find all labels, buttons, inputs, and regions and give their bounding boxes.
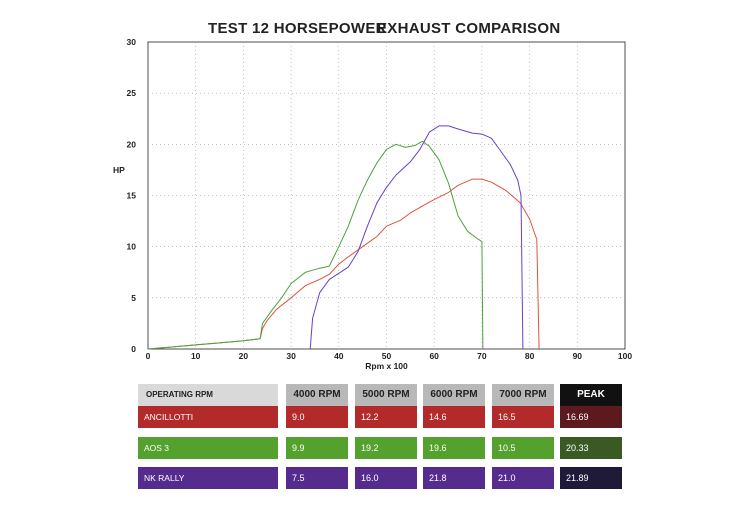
x-tick-label: 10 (191, 351, 201, 361)
row-value-cell: 10.5 (492, 437, 554, 459)
x-tick-label: 0 (146, 351, 151, 361)
row-value-cell: 16.0 (355, 467, 417, 489)
chart-title-right: EXHAUST COMPARISON (377, 20, 561, 37)
series-line-nk-rally (309, 125, 524, 350)
header-rpm-col: 6000 RPM (423, 384, 485, 406)
y-tick-label: 30 (127, 37, 137, 47)
x-tick-label: 90 (573, 351, 583, 361)
row-label: ANCILLOTTI (138, 406, 278, 428)
row-value-cell: 7.5 (286, 467, 348, 489)
x-tick-label: 60 (429, 351, 439, 361)
row-value-cell: 21.8 (423, 467, 485, 489)
row-value-cell: 12.2 (355, 406, 417, 428)
series-line-ancillotti (147, 178, 540, 350)
row-value-cell: 21.0 (492, 467, 554, 489)
row-label: NK RALLY (138, 467, 278, 489)
row-peak-cell: 16.69 (560, 406, 622, 428)
row-value-cell: 19.2 (355, 437, 417, 459)
x-tick-label: 50 (382, 351, 392, 361)
y-tick-label: 20 (127, 139, 137, 149)
row-peak-cell: 21.89 (560, 467, 622, 489)
y-tick-label: 25 (127, 88, 137, 98)
y-tick-label: 10 (127, 242, 137, 252)
x-tick-label: 20 (239, 351, 249, 361)
row-value-cell: 14.6 (423, 406, 485, 428)
horsepower-chart: 0 10 20 30 40 50 60 70 80 90 100 0 5 10 15 20 25 30 Rpm x … (113, 37, 632, 371)
row-value-cell: 16.5 (492, 406, 554, 428)
header-operating-rpm: OPERATING RPM (138, 384, 278, 406)
row-value-cell: 9.9 (286, 437, 348, 459)
y-tick-label: 5 (131, 293, 136, 303)
header-peak: PEAK (560, 384, 622, 406)
row-label: AOS 3 (138, 437, 278, 459)
x-tick-label: 100 (618, 351, 632, 361)
y-tick-label: 0 (131, 344, 136, 354)
row-value-cell: 19.6 (423, 437, 485, 459)
header-rpm-col: 5000 RPM (355, 384, 417, 406)
y-axis-label: HP (113, 165, 125, 175)
x-axis-label: Rpm x 100 (365, 361, 408, 371)
row-value-cell: 9.0 (286, 406, 348, 428)
header-rpm-col: 7000 RPM (492, 384, 554, 406)
x-tick-label: 30 (286, 351, 296, 361)
x-tick-label: 80 (525, 351, 535, 361)
x-tick-label: 70 (477, 351, 487, 361)
row-peak-cell: 20.33 (560, 437, 622, 459)
header-rpm-col: 4000 RPM (286, 384, 348, 406)
y-tick-label: 15 (127, 191, 137, 201)
chart-title-left: TEST 12 HORSEPOWER (208, 20, 387, 37)
series-line-aos-3 (147, 140, 484, 350)
x-tick-label: 40 (334, 351, 344, 361)
